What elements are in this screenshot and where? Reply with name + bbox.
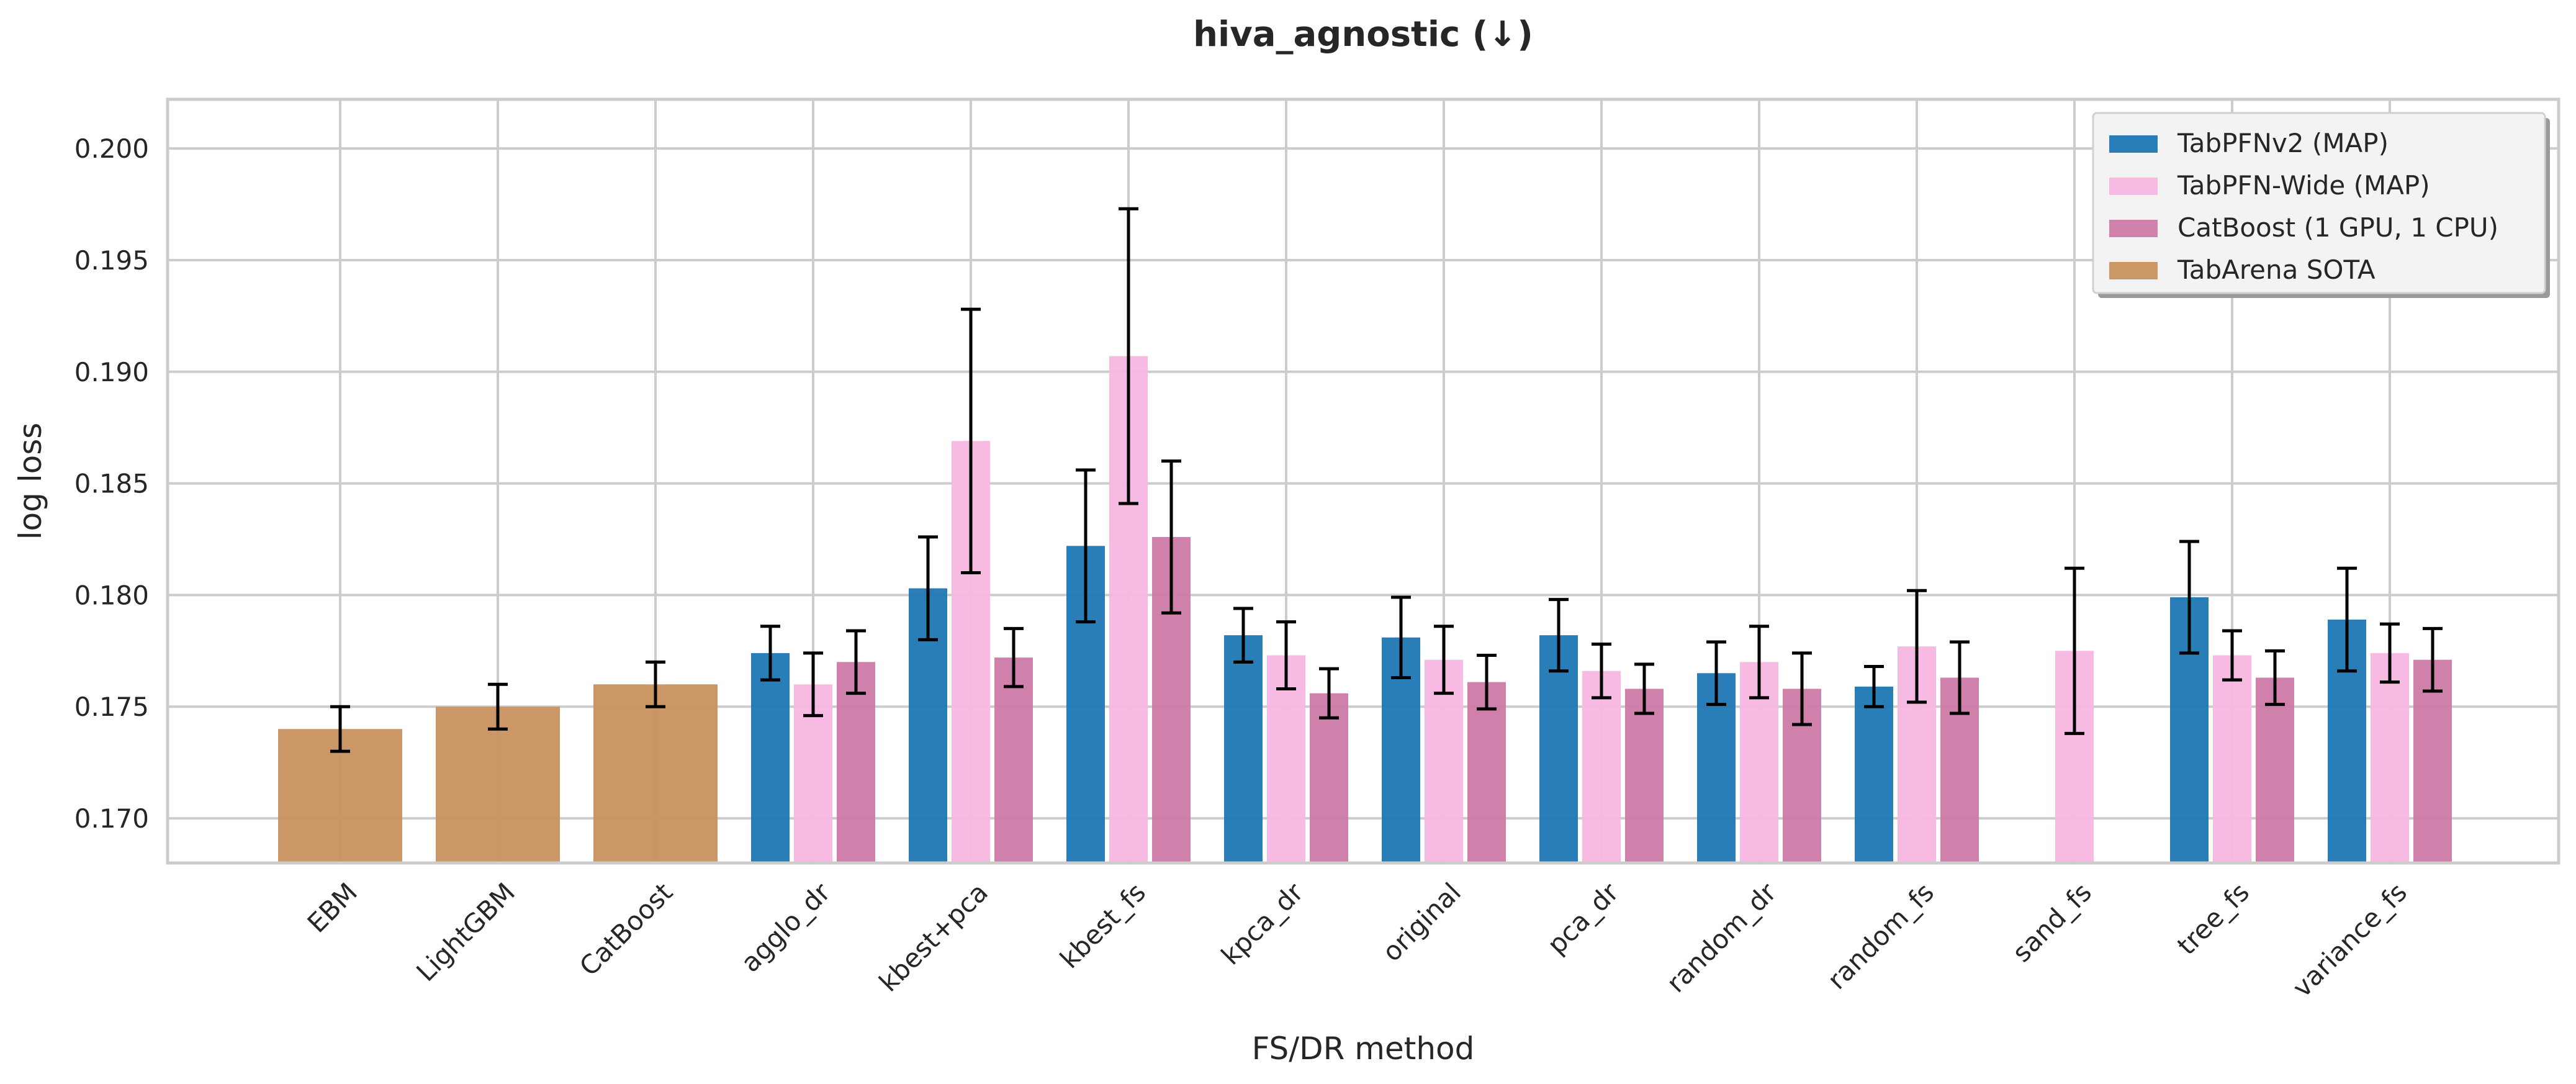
bar-catboost xyxy=(994,657,1033,863)
bar-catboost xyxy=(2256,677,2294,863)
y-tick-label: 0.185 xyxy=(74,469,149,499)
bar-catboost xyxy=(837,662,875,863)
bar-tabpfn-wide xyxy=(2213,655,2251,863)
bar-tabarena-sota xyxy=(436,707,560,863)
bar-tabpfnv2 xyxy=(1539,635,1578,863)
error-layer xyxy=(330,207,2443,753)
legend-label: TabArena SOTA xyxy=(2177,255,2376,285)
y-axis-label: log loss xyxy=(12,423,48,540)
plot-frame xyxy=(166,97,2560,865)
legend-label: TabPFN-Wide (MAP) xyxy=(2177,170,2430,201)
legend-box xyxy=(2092,112,2546,294)
bar-catboost xyxy=(2413,659,2452,863)
bar-tabpfnv2 xyxy=(1224,635,1263,863)
x-axis-label: FS/DR method xyxy=(1252,1031,1475,1067)
y-tick-label: 0.170 xyxy=(74,803,149,834)
legend-label: TabPFNv2 (MAP) xyxy=(2177,128,2389,158)
bar-tabpfn-wide xyxy=(2371,653,2409,863)
bar-catboost xyxy=(1625,689,1664,863)
y-tick-label: 0.180 xyxy=(74,580,149,610)
y-tick-label: 0.195 xyxy=(74,245,149,276)
legend-swatch xyxy=(2109,135,2158,153)
bar-tabarena-sota xyxy=(593,684,718,863)
bar-tabpfnv2 xyxy=(1855,686,1893,863)
y-tick-label: 0.175 xyxy=(74,692,149,722)
legend-label: CatBoost (1 GPU, 1 CPU) xyxy=(2177,212,2498,243)
bar-catboost xyxy=(1467,682,1506,863)
legend: TabPFNv2 (MAP) TabPFN-Wide (MAP) CatBoost … xyxy=(2092,112,2550,298)
y-tick-label: 0.190 xyxy=(74,357,149,387)
chart-title: hiva_agnostic (↓) xyxy=(1193,14,1533,55)
legend-swatch xyxy=(2109,220,2158,237)
bar-tabpfnv2 xyxy=(751,653,790,863)
ytick-layer: 0.170 0.175 0.180 0.185 0.190 0.195 0.200 xyxy=(74,133,149,834)
bar-catboost xyxy=(1310,693,1348,863)
y-tick-label: 0.200 xyxy=(74,133,149,164)
bar-tabpfn-wide xyxy=(1582,671,1621,863)
legend-swatch xyxy=(2109,178,2158,195)
legend-swatch xyxy=(2109,262,2158,279)
